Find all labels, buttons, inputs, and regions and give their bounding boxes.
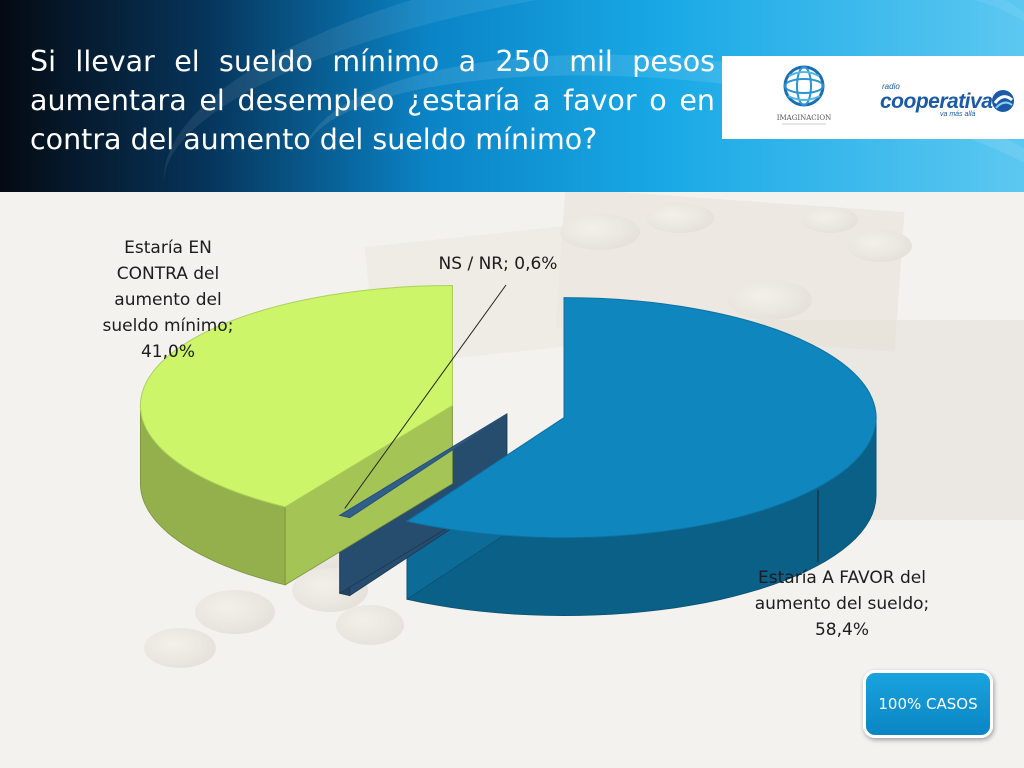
pie-slice-contra [139,285,453,508]
imaginacion-logo: IMAGINACION [777,65,832,125]
cases-badge: 100% CASOS [863,670,993,738]
cooperativa-logo-tagline: va más allá [940,111,976,118]
cooperativa-swirl-icon [992,90,1014,112]
survey-question-title: Si llevar el sueldo mínimo a 250 mil pes… [30,45,715,156]
data-label-favor: Estaría A FAVOR del aumento del sueldo; … [754,568,930,640]
imaginacion-logo-text: IMAGINACION [777,114,832,122]
data-label-contra: Estaría EN CONTRA del aumento del sueldo… [102,238,234,362]
cooperativa-logo: radio cooperativa va más allá [880,82,1018,120]
cooperativa-logo-radio: radio [882,82,900,91]
leader-line-nsnr [344,284,507,509]
logos-panel: IMAGINACION radio cooperativa va más all… [722,56,1024,139]
cooperativa-logo-name: cooperativa [880,90,993,113]
data-label-nsnr: NS / NR; 0,6% [438,254,558,274]
pie-slice-favor [405,297,877,539]
pie-slice-nsnr [338,413,508,519]
